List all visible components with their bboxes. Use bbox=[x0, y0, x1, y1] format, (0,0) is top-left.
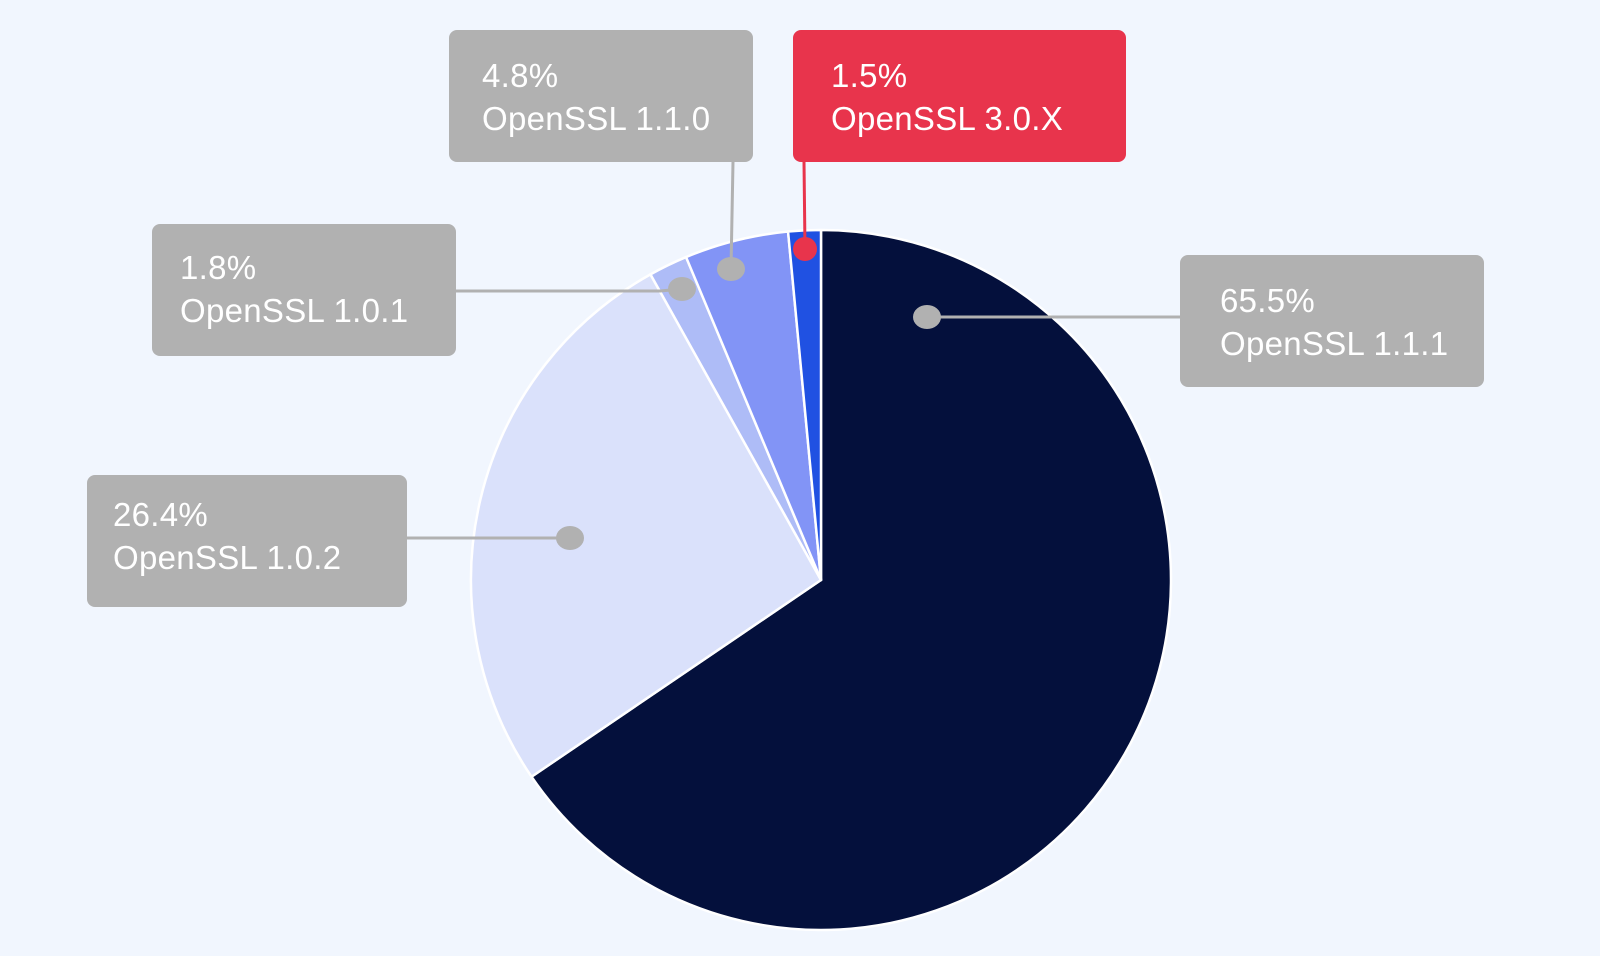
leader-dot-openssl-1-1-1 bbox=[913, 305, 941, 329]
callout-value: 1.8% bbox=[180, 249, 257, 286]
callout-openssl-1-0-2: 26.4% OpenSSL 1.0.2 bbox=[87, 475, 407, 607]
callout-openssl-1-1-0: 4.8% OpenSSL 1.1.0 bbox=[449, 30, 753, 162]
callout-label: OpenSSL 1.1.0 bbox=[482, 100, 711, 137]
callout-label: OpenSSL 1.0.2 bbox=[113, 539, 342, 576]
callout-label: OpenSSL 1.1.1 bbox=[1220, 325, 1449, 362]
pie-slices bbox=[469, 228, 1173, 932]
callout-value: 65.5% bbox=[1220, 282, 1316, 319]
pie-slice-openssl-1-1-1 bbox=[530, 228, 1173, 932]
leader-dot-openssl-1-0-1 bbox=[668, 277, 696, 301]
leader-dot-openssl-1-1-0 bbox=[717, 257, 745, 281]
pie-slice-openssl-1-0-2 bbox=[469, 273, 823, 778]
callout-openssl-1-0-1: 1.8% OpenSSL 1.0.1 bbox=[152, 224, 456, 356]
leader-line-openssl-3-0-x bbox=[802, 161, 807, 250]
leader-dot-openssl-3-0-x bbox=[793, 237, 817, 261]
callout-value: 26.4% bbox=[113, 496, 209, 533]
callout-openssl-1-1-1: 65.5% OpenSSL 1.1.1 bbox=[1180, 255, 1484, 387]
callout-value: 4.8% bbox=[482, 57, 559, 94]
callout-value: 1.5% bbox=[831, 57, 908, 94]
leader-dot-openssl-1-0-2 bbox=[556, 526, 584, 550]
callout-label: OpenSSL 3.0.X bbox=[831, 100, 1063, 137]
callout-openssl-3-0-x: 1.5% OpenSSL 3.0.X bbox=[793, 30, 1126, 162]
callout-leaders bbox=[407, 161, 1180, 550]
callout-label: OpenSSL 1.0.1 bbox=[180, 292, 409, 329]
leader-line-openssl-1-1-0 bbox=[729, 161, 735, 270]
